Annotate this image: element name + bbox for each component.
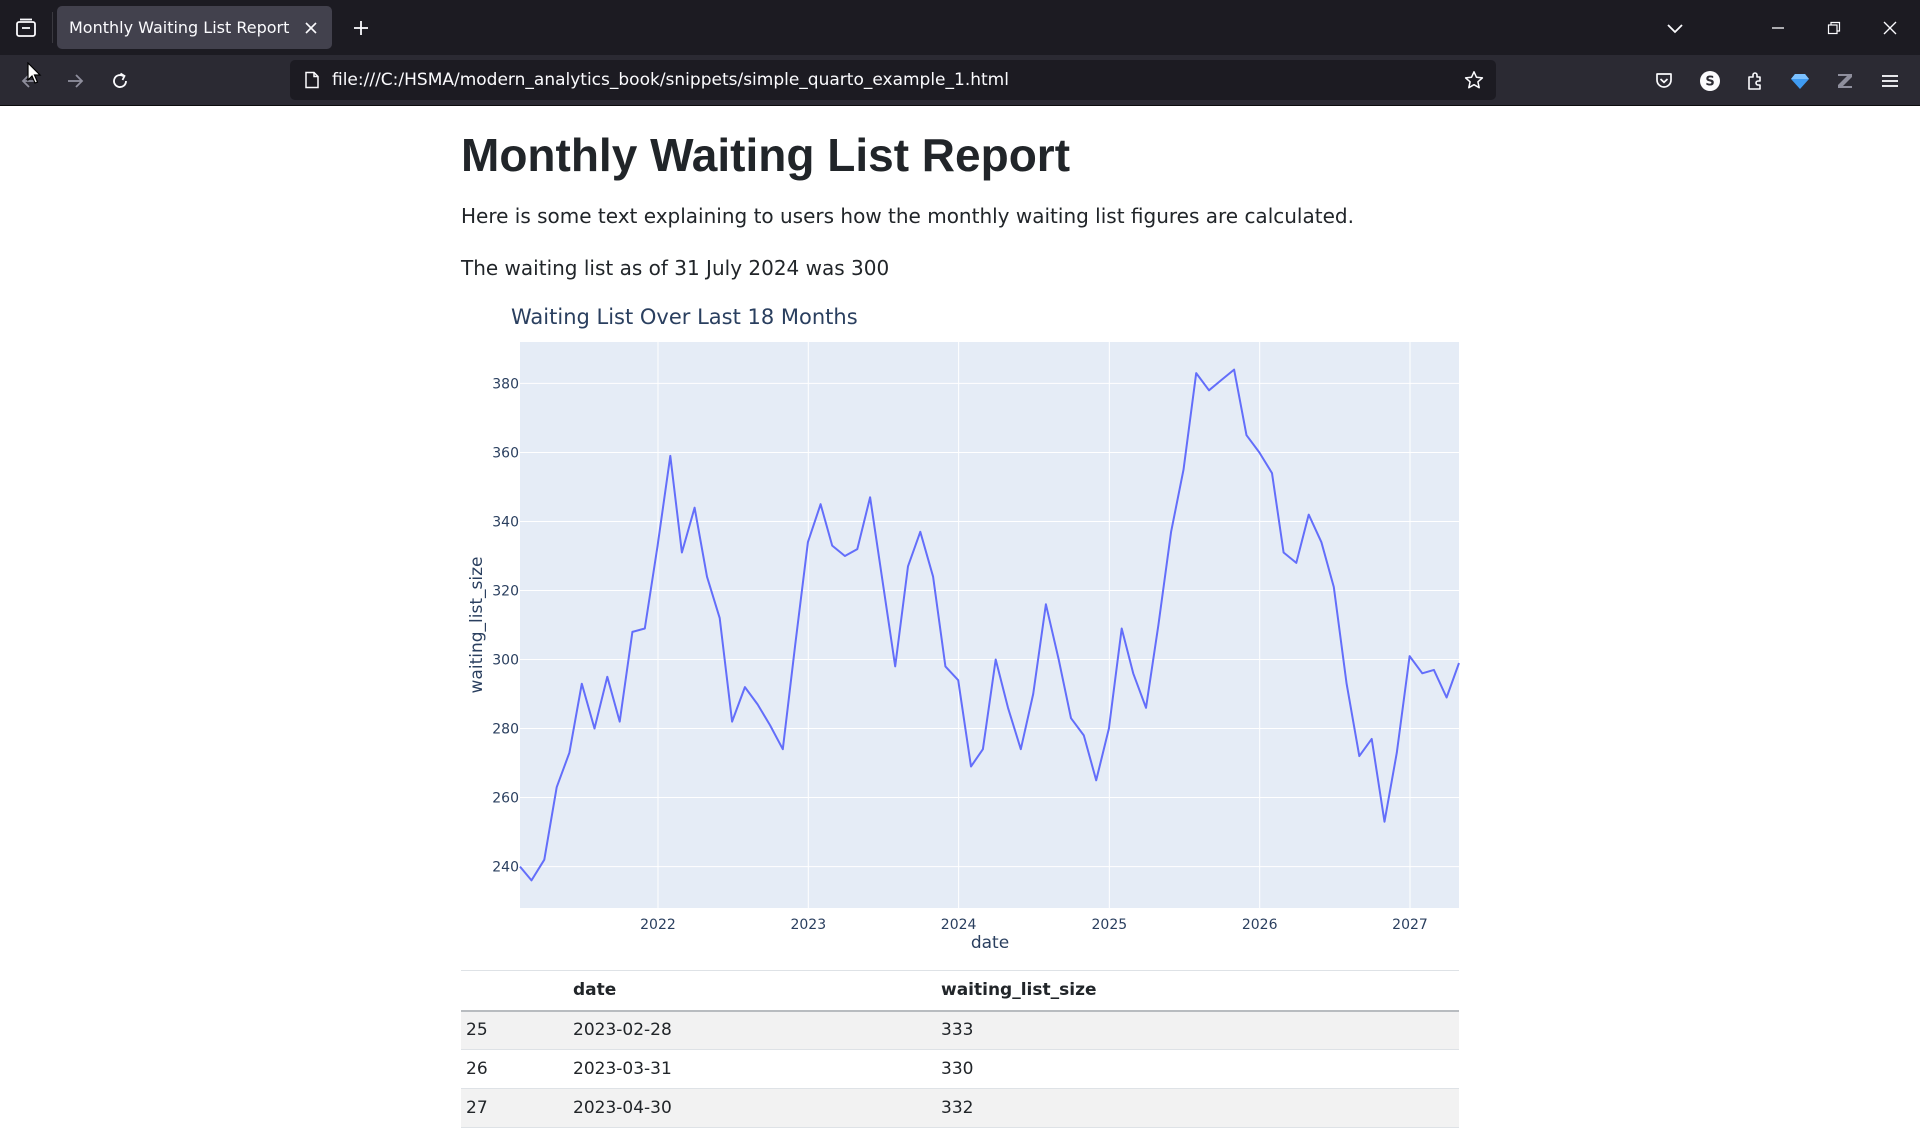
- window-close-icon: [1883, 21, 1897, 34]
- table-header-index: [461, 970, 568, 1012]
- table-cell-date: 2023-04-30: [568, 1088, 936, 1128]
- waiting-list-chart[interactable]: Waiting List Over Last 18 Months 2022 202…: [0, 106, 1920, 970]
- forward-arrow-icon: [68, 74, 84, 88]
- y-gridlines: [520, 382, 1459, 868]
- x-tick-label: 2023: [790, 917, 826, 933]
- minimize-icon: [1772, 26, 1784, 29]
- table-cell-index: 26: [461, 1049, 568, 1089]
- waiting-list-status: The waiting list as of 31 July 2024 was …: [461, 256, 890, 280]
- x-gridlines: [657, 342, 1411, 908]
- x-tick-label: 2025: [1092, 917, 1128, 933]
- bookmark-button[interactable]: [1458, 64, 1490, 96]
- pocket-button[interactable]: [1646, 63, 1682, 99]
- table-cell-index: 27: [461, 1088, 568, 1128]
- close-icon: [304, 21, 317, 34]
- tab-list-icon: [16, 18, 36, 37]
- table-row: 25 2023-02-28 333: [461, 1010, 1459, 1050]
- table-cell-size: 330: [936, 1049, 1459, 1089]
- table-row: 26 2023-03-31 330: [461, 1049, 1459, 1089]
- y-tick-label: 340: [492, 514, 519, 530]
- gem-extension-button[interactable]: [1782, 63, 1818, 99]
- profile-letter: S: [1705, 75, 1714, 90]
- minimize-button[interactable]: [1750, 0, 1806, 55]
- y-tick-label: 380: [492, 376, 519, 392]
- tab-close-button[interactable]: [297, 14, 324, 41]
- page-content: Monthly Waiting List Report Here is some…: [0, 106, 1920, 1140]
- navigation-toolbar: file:///C:/HSMA/modern_analytics_book/sn…: [0, 55, 1920, 106]
- restore-button[interactable]: [1806, 0, 1862, 55]
- restore-icon: [1827, 21, 1841, 34]
- url-text[interactable]: file:///C:/HSMA/modern_analytics_book/sn…: [332, 70, 1009, 90]
- table-cell-date: 2023-02-28: [568, 1010, 936, 1050]
- new-tab-button[interactable]: [342, 10, 380, 46]
- reload-icon: [113, 72, 127, 88]
- x-tick-label: 2026: [1242, 917, 1278, 933]
- table-cell-date: 2023-03-31: [568, 1049, 936, 1089]
- zotero-button[interactable]: [1827, 63, 1863, 99]
- plus-icon: [354, 21, 368, 35]
- x-tick-label: 2022: [640, 917, 676, 933]
- profile-button[interactable]: S: [1692, 63, 1728, 99]
- y-tick-label: 260: [492, 791, 519, 807]
- zotero-icon: [1838, 74, 1852, 88]
- extensions-icon: [1748, 72, 1761, 90]
- forward-button[interactable]: [55, 61, 95, 101]
- pocket-icon: [1656, 73, 1672, 88]
- mouse-cursor-icon: [27, 62, 42, 84]
- tab-separator: [52, 12, 53, 43]
- y-tick-label: 300: [492, 653, 519, 669]
- page-icon: [305, 71, 319, 89]
- y-axis-label: waiting_list_size: [467, 557, 487, 694]
- profile-icon: S: [1700, 71, 1720, 91]
- y-tick-label: 280: [492, 722, 519, 738]
- y-tick-label: 360: [492, 445, 519, 461]
- reload-button[interactable]: [100, 61, 140, 101]
- page-title: Monthly Waiting List Report: [461, 129, 1071, 181]
- table-header-date: date: [568, 970, 936, 1012]
- x-tick-label: 2024: [941, 917, 977, 933]
- x-axis-label: date: [971, 933, 1009, 953]
- waiting-list-table: date waiting_list_size 25 2023-02-28 333…: [461, 970, 1459, 1128]
- menu-icon: [1882, 75, 1898, 87]
- intro-paragraph: Here is some text explaining to users ho…: [461, 204, 1354, 228]
- star-icon: [1464, 71, 1484, 89]
- table-header-size: waiting_list_size: [936, 970, 1459, 1012]
- y-tick-label: 240: [492, 860, 519, 876]
- page-info-button[interactable]: [298, 66, 326, 94]
- table-row: 27 2023-04-30 332: [461, 1088, 1459, 1128]
- plot-background: [520, 342, 1459, 908]
- app-menu-button[interactable]: [1872, 63, 1908, 99]
- y-tick-label: 320: [492, 583, 519, 599]
- x-tick-labels: 2022 2023 2024 2025 2026 2027: [640, 917, 1428, 933]
- y-tick-labels: 240 260 280 300 320 340 360 380: [492, 376, 519, 875]
- table-cell-size: 333: [936, 1010, 1459, 1050]
- url-bar[interactable]: file:///C:/HSMA/modern_analytics_book/sn…: [290, 60, 1496, 100]
- tab-bar: Monthly Waiting List Report: [0, 0, 1920, 55]
- tab-list-button[interactable]: [0, 0, 52, 55]
- x-tick-label: 2027: [1392, 917, 1428, 933]
- extensions-button[interactable]: [1737, 63, 1773, 99]
- table-cell-size: 332: [936, 1088, 1459, 1128]
- table-cell-index: 25: [461, 1010, 568, 1050]
- chart-title: Waiting List Over Last 18 Months: [511, 305, 858, 329]
- waiting-list-series-line[interactable]: [519, 368, 1460, 882]
- tab-title: Monthly Waiting List Report: [69, 18, 290, 37]
- gem-extension-icon: [1791, 74, 1809, 89]
- chevron-down-icon: [1667, 24, 1683, 34]
- active-tab[interactable]: Monthly Waiting List Report: [57, 6, 332, 49]
- table-header-row: date waiting_list_size: [461, 970, 1459, 1012]
- list-all-tabs-button[interactable]: [1654, 8, 1696, 48]
- window-close-button[interactable]: [1862, 0, 1918, 55]
